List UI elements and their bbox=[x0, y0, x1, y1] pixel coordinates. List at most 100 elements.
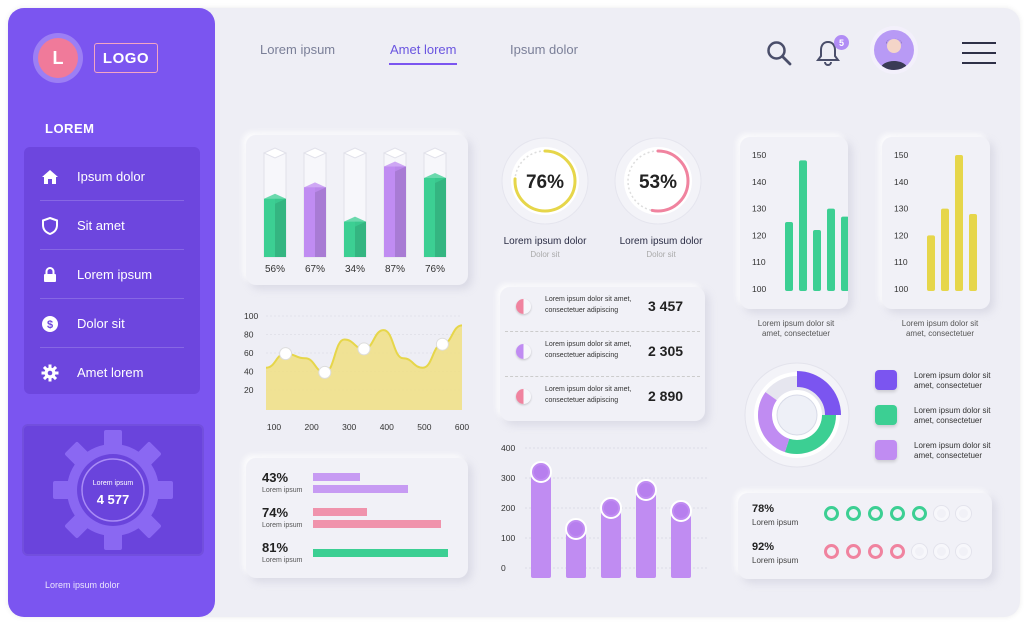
area-point bbox=[357, 342, 371, 356]
sidebar-item-sit-amet[interactable]: Sit amet bbox=[24, 201, 200, 250]
logo-text: LOGO bbox=[94, 43, 158, 73]
legend-label: amet, consectetuer bbox=[914, 451, 983, 460]
legend-label: Lorem ipsum dolor sit bbox=[914, 441, 991, 450]
sidebar-item-lorem-ipsum[interactable]: Lorem ipsum bbox=[24, 250, 200, 299]
hbar-label: Lorem ipsum bbox=[262, 522, 303, 529]
divider bbox=[505, 376, 700, 377]
sidebar-item-ipsum-dolor[interactable]: Ipsum dolor bbox=[24, 152, 200, 201]
menu-icon[interactable] bbox=[962, 40, 996, 71]
stats-list-panel: Lorem ipsum dolor sit amet, consectetuer … bbox=[500, 287, 705, 421]
stat-text: Lorem ipsum dolor sit amet, bbox=[545, 386, 632, 393]
small-bar bbox=[785, 222, 793, 291]
ring-dot bbox=[824, 506, 839, 521]
area-y-tick: 40 bbox=[244, 367, 254, 377]
sidebar-menu: Ipsum dolor Sit amet Lorem ipsum $ Dolor… bbox=[24, 147, 200, 394]
hbar-segment bbox=[313, 549, 448, 557]
small-bar-y-tick: 120 bbox=[752, 230, 766, 240]
hbar-segment bbox=[313, 473, 361, 481]
tab-ipsum-dolor[interactable]: Ipsum dolor bbox=[510, 42, 578, 57]
area-x-tick: 200 bbox=[305, 422, 319, 432]
vbar-1 bbox=[530, 461, 552, 578]
vertical-bar-chart: 400 300 200 100 0 bbox=[501, 443, 707, 578]
active-tab-indicator bbox=[389, 63, 457, 65]
stat-text: consectetuer adipiscing bbox=[545, 352, 619, 359]
area-x-tick: 100 bbox=[267, 422, 281, 432]
yellow-bar-chart: 150 140 130 120 110 100 bbox=[894, 150, 977, 294]
gauge-1: 76% bbox=[501, 137, 589, 225]
sidebar: L LOGO LOREM Ipsum dolor Sit amet Lorem … bbox=[8, 8, 215, 617]
area-point bbox=[318, 365, 332, 379]
gear-icon bbox=[41, 364, 59, 382]
home-icon bbox=[41, 168, 59, 186]
stat-value: 3 457 bbox=[648, 298, 684, 314]
hbar-segment bbox=[313, 508, 367, 516]
avatar[interactable] bbox=[874, 30, 914, 70]
area-y-tick: 100 bbox=[244, 311, 258, 321]
ring-percent: 92% bbox=[752, 541, 775, 553]
small-bar-y-tick: 100 bbox=[752, 284, 766, 294]
legend-label: Lorem ipsum dolor sit bbox=[914, 371, 991, 380]
divider bbox=[40, 298, 184, 299]
hbar-percent: 81% bbox=[262, 540, 289, 555]
sidebar-item-label: Dolor sit bbox=[77, 316, 125, 331]
small-bar-y-tick: 100 bbox=[894, 284, 908, 294]
bar-3d-label: 56% bbox=[265, 264, 285, 275]
area-series-fill bbox=[266, 325, 462, 410]
gauge-1-sublabel: Dolor sit bbox=[530, 250, 560, 259]
vbar-2 bbox=[565, 518, 587, 578]
ring-dot bbox=[868, 544, 883, 559]
legend-swatch bbox=[875, 370, 897, 390]
vbar-y-tick: 200 bbox=[501, 503, 515, 513]
small-bar-y-tick: 110 bbox=[894, 257, 908, 267]
ring-dot bbox=[956, 506, 971, 521]
area-x-tick: 500 bbox=[417, 422, 431, 432]
small-bar bbox=[799, 160, 807, 291]
small-bar-y-tick: 150 bbox=[752, 150, 766, 160]
ring-dot bbox=[846, 544, 861, 559]
green-bar-chart: 150 140 130 120 110 100 bbox=[752, 150, 849, 294]
gauge-2: 53% bbox=[614, 137, 702, 225]
ring-percent: 78% bbox=[752, 503, 775, 515]
vbar-5 bbox=[670, 500, 692, 578]
hbar-segment bbox=[313, 520, 442, 528]
gear-stat-card: Lorem ipsum 4 577 bbox=[22, 424, 204, 556]
ring-dot bbox=[846, 506, 861, 521]
vbar-y-tick: 400 bbox=[501, 443, 515, 453]
small-bar bbox=[827, 208, 835, 291]
divider bbox=[40, 200, 184, 201]
bar-3d-2 bbox=[302, 147, 328, 258]
logo-icon: L bbox=[38, 38, 78, 78]
gauge-2-label: Lorem ipsum dolor bbox=[619, 236, 703, 247]
sidebar-item-dolor-sit[interactable]: $ Dolor sit bbox=[24, 299, 200, 348]
stat-dot-icon bbox=[516, 299, 531, 314]
hbar-segment bbox=[313, 485, 408, 493]
stat-text: consectetuer adipiscing bbox=[545, 397, 619, 404]
sidebar-item-amet-lorem[interactable]: Amet lorem bbox=[24, 348, 200, 397]
tab-amet-lorem[interactable]: Amet lorem bbox=[390, 42, 457, 57]
stat-text: consectetuer adipiscing bbox=[545, 307, 619, 314]
donut-chart bbox=[744, 362, 850, 468]
small-bar bbox=[955, 155, 963, 291]
area-y-tick: 80 bbox=[244, 330, 254, 340]
divider bbox=[40, 347, 184, 348]
small-bar-y-tick: 130 bbox=[752, 204, 766, 214]
search-icon[interactable] bbox=[766, 40, 792, 71]
stat-dot-icon bbox=[516, 344, 531, 359]
yellow-chart-caption-2: amet, consectetuer bbox=[905, 329, 975, 338]
notification-bell-icon[interactable] bbox=[816, 38, 842, 71]
ring-dot bbox=[868, 506, 883, 521]
gauge-2-sublabel: Dolor sit bbox=[646, 250, 676, 259]
sidebar-item-label: Ipsum dolor bbox=[77, 169, 145, 184]
ring-label: Lorem ipsum bbox=[752, 556, 799, 565]
hbar-panel: 43% Lorem ipsum 74% Lorem ipsum 81% Lorem ips… bbox=[246, 458, 468, 578]
vbar-4 bbox=[635, 479, 657, 578]
gauge-value: 53% bbox=[639, 172, 677, 193]
small-bar-y-tick: 130 bbox=[894, 204, 908, 214]
area-chart: 100 80 60 40 20 100 200 300 400 500 600 bbox=[244, 311, 469, 432]
small-bar bbox=[969, 213, 977, 291]
bar-3d-label: 34% bbox=[345, 264, 365, 275]
tab-lorem-ipsum[interactable]: Lorem ipsum bbox=[260, 42, 336, 57]
gear-card-value: 4 577 bbox=[96, 492, 130, 507]
green-chart-caption-1: Lorem ipsum dolor sit bbox=[757, 319, 835, 328]
bar-3d-label: 87% bbox=[385, 264, 405, 275]
